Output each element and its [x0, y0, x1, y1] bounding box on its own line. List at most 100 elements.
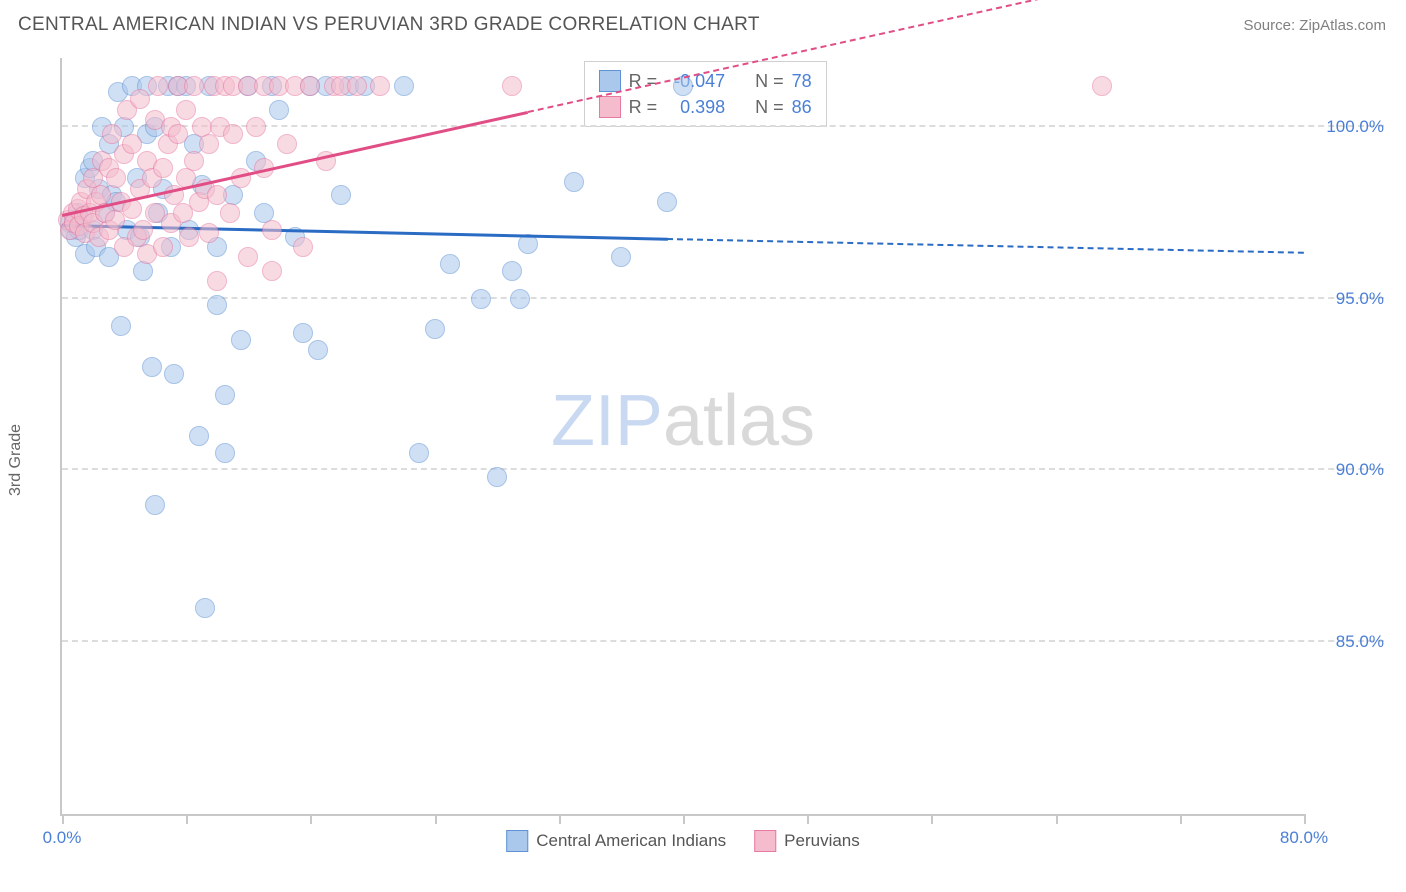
- data-point: [168, 124, 188, 144]
- data-point: [440, 254, 460, 274]
- x-tick: [310, 814, 312, 824]
- data-point: [207, 185, 227, 205]
- gridline: [62, 640, 1384, 642]
- x-tick-label: 0.0%: [43, 828, 82, 848]
- x-tick: [62, 814, 64, 824]
- data-point: [133, 220, 153, 240]
- data-point: [106, 168, 126, 188]
- data-point: [184, 76, 204, 96]
- data-point: [176, 100, 196, 120]
- data-point: [262, 220, 282, 240]
- data-point: [262, 261, 282, 281]
- legend-series-name: Central American Indians: [536, 831, 726, 851]
- data-point: [471, 289, 491, 309]
- legend-item: Peruvians: [754, 830, 860, 852]
- data-point: [199, 134, 219, 154]
- y-tick-label: 100.0%: [1314, 117, 1384, 137]
- data-point: [133, 261, 153, 281]
- watermark: ZIPatlas: [551, 380, 815, 462]
- data-point: [148, 76, 168, 96]
- data-point: [130, 89, 150, 109]
- y-axis-label: 3rd Grade: [7, 424, 25, 496]
- data-point: [269, 100, 289, 120]
- data-point: [153, 237, 173, 257]
- chart-header: CENTRAL AMERICAN INDIAN VS PERUVIAN 3RD …: [0, 0, 1406, 46]
- chart-container: 3rd Grade ZIPatlas R =-0.047N =78R =0.39…: [18, 46, 1394, 874]
- data-point: [189, 426, 209, 446]
- data-point: [238, 247, 258, 267]
- legend-swatch: [506, 830, 528, 852]
- data-point: [1092, 76, 1112, 96]
- data-point: [142, 357, 162, 377]
- x-tick: [186, 814, 188, 824]
- data-point: [164, 364, 184, 384]
- data-point: [425, 319, 445, 339]
- data-point: [564, 172, 584, 192]
- data-point: [215, 443, 235, 463]
- trend-line-extrapolated: [667, 238, 1304, 254]
- x-tick: [683, 814, 685, 824]
- data-point: [122, 134, 142, 154]
- x-tick: [435, 814, 437, 824]
- plot-area: ZIPatlas R =-0.047N =78R =0.398N =86 Cen…: [60, 58, 1304, 816]
- data-point: [231, 330, 251, 350]
- chart-title: CENTRAL AMERICAN INDIAN VS PERUVIAN 3RD …: [18, 14, 760, 36]
- x-tick-label: 80.0%: [1280, 828, 1328, 848]
- legend-n-value: 78: [792, 71, 812, 92]
- gridline: [62, 468, 1384, 470]
- series-legend: Central American Indians Peruvians: [506, 830, 860, 852]
- data-point: [308, 340, 328, 360]
- data-point: [223, 124, 243, 144]
- x-tick: [1180, 814, 1182, 824]
- data-point: [409, 443, 429, 463]
- data-point: [487, 467, 507, 487]
- data-point: [370, 76, 390, 96]
- legend-item: Central American Indians: [506, 830, 726, 852]
- data-point: [195, 598, 215, 618]
- legend-r-value: 0.398: [665, 97, 725, 118]
- legend-r-label: R =: [629, 97, 658, 118]
- data-point: [510, 289, 530, 309]
- data-point: [184, 151, 204, 171]
- legend-swatch: [754, 830, 776, 852]
- data-point: [611, 247, 631, 267]
- data-point: [394, 76, 414, 96]
- watermark-part1: ZIP: [551, 381, 663, 461]
- data-point: [331, 185, 351, 205]
- y-tick-label: 85.0%: [1314, 632, 1384, 652]
- trend-line: [62, 224, 668, 240]
- data-point: [199, 223, 219, 243]
- gridline: [62, 297, 1384, 299]
- data-point: [277, 134, 297, 154]
- legend-n-label: N =: [755, 71, 784, 92]
- data-point: [347, 76, 367, 96]
- x-tick: [559, 814, 561, 824]
- data-point: [502, 76, 522, 96]
- x-tick: [807, 814, 809, 824]
- data-point: [215, 385, 235, 405]
- x-tick: [1304, 814, 1306, 824]
- data-point: [207, 271, 227, 291]
- source-label: Source: ZipAtlas.com: [1243, 17, 1386, 34]
- data-point: [111, 316, 131, 336]
- data-point: [502, 261, 522, 281]
- data-point: [293, 237, 313, 257]
- legend-n-label: N =: [755, 97, 784, 118]
- legend-swatch: [599, 96, 621, 118]
- x-tick: [1056, 814, 1058, 824]
- data-point: [207, 295, 227, 315]
- y-tick-label: 90.0%: [1314, 460, 1384, 480]
- data-point: [102, 124, 122, 144]
- legend-n-value: 86: [792, 97, 812, 118]
- legend-swatch: [599, 70, 621, 92]
- data-point: [300, 76, 320, 96]
- data-point: [293, 323, 313, 343]
- data-point: [179, 227, 199, 247]
- x-tick: [931, 814, 933, 824]
- watermark-part2: atlas: [663, 381, 815, 461]
- legend-row: R = 0.398 N = 86: [599, 94, 812, 120]
- data-point: [246, 117, 266, 137]
- data-point: [145, 495, 165, 515]
- data-point: [657, 192, 677, 212]
- data-point: [220, 203, 240, 223]
